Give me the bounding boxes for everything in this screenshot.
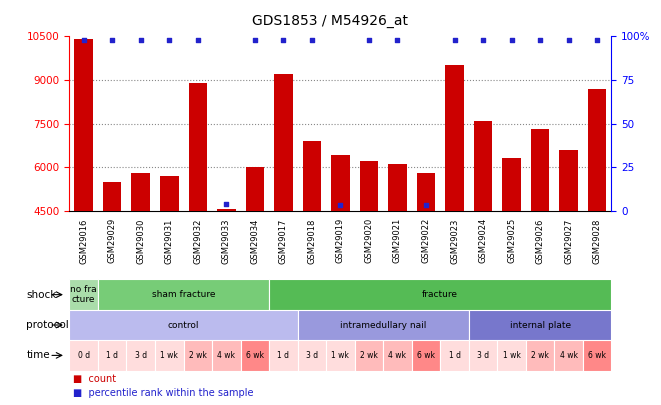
Point [192, 37, 203, 43]
Text: 3 d: 3 d [306, 351, 318, 360]
Bar [303, 141, 321, 211]
Text: 1 wk: 1 wk [331, 351, 350, 360]
Text: control: control [168, 320, 199, 330]
Text: no fra
cture: no fra cture [70, 285, 97, 304]
Point [392, 37, 403, 43]
Bar [69, 310, 297, 340]
Point [278, 37, 289, 43]
Text: protocol: protocol [26, 320, 69, 330]
Point [420, 202, 431, 209]
Bar [469, 340, 497, 371]
Text: intramedullary nail: intramedullary nail [340, 320, 426, 330]
Text: 1 wk: 1 wk [502, 351, 520, 360]
Bar [160, 176, 178, 211]
Bar [583, 340, 611, 371]
Point [592, 37, 602, 43]
Bar [555, 340, 583, 371]
Bar [526, 340, 555, 371]
Point [364, 37, 374, 43]
Bar [75, 39, 93, 211]
Text: 3 d: 3 d [477, 351, 489, 360]
Point [221, 200, 231, 207]
Point [307, 37, 317, 43]
Bar [69, 279, 98, 310]
Text: 1 wk: 1 wk [161, 351, 178, 360]
Point [563, 37, 574, 43]
Bar [132, 173, 150, 211]
Point [535, 37, 545, 43]
Point [79, 37, 89, 43]
Bar [355, 340, 383, 371]
Bar [241, 340, 269, 371]
Point [164, 37, 175, 43]
Text: internal plate: internal plate [510, 320, 570, 330]
Bar [446, 66, 464, 211]
Bar [69, 340, 98, 371]
Bar [412, 340, 440, 371]
Text: 1 d: 1 d [106, 351, 118, 360]
Bar [217, 209, 235, 211]
Bar [360, 161, 378, 211]
Text: ■  percentile rank within the sample: ■ percentile rank within the sample [73, 388, 253, 399]
Text: 6 wk: 6 wk [417, 351, 435, 360]
Bar [383, 340, 412, 371]
Bar [497, 340, 526, 371]
Text: 4 wk: 4 wk [560, 351, 578, 360]
Text: 1 d: 1 d [278, 351, 290, 360]
Text: 6 wk: 6 wk [246, 351, 264, 360]
Bar [297, 310, 469, 340]
Text: 4 wk: 4 wk [389, 351, 407, 360]
Text: 2 wk: 2 wk [531, 351, 549, 360]
Text: 1 d: 1 d [449, 351, 461, 360]
Bar [184, 340, 212, 371]
Bar [274, 74, 293, 211]
Bar [502, 158, 521, 211]
Point [250, 37, 260, 43]
Bar [126, 340, 155, 371]
Text: 6 wk: 6 wk [588, 351, 606, 360]
Bar [588, 89, 606, 211]
Bar [155, 340, 184, 371]
Bar [326, 340, 355, 371]
Bar [98, 279, 269, 310]
Text: ■  count: ■ count [73, 374, 116, 384]
Bar [416, 173, 436, 211]
Point [449, 37, 460, 43]
Bar [469, 310, 611, 340]
Bar [269, 340, 297, 371]
Bar [531, 129, 549, 211]
Bar [188, 83, 207, 211]
Text: 0 d: 0 d [77, 351, 90, 360]
Point [506, 37, 517, 43]
Bar [98, 340, 126, 371]
Point [107, 37, 118, 43]
Bar [331, 156, 350, 211]
Bar [474, 121, 492, 211]
Text: shock: shock [26, 290, 57, 300]
Bar [297, 340, 326, 371]
Bar [103, 181, 122, 211]
Point [335, 202, 346, 209]
Bar [559, 150, 578, 211]
Text: 2 wk: 2 wk [360, 351, 378, 360]
Bar [388, 164, 407, 211]
Text: sham fracture: sham fracture [152, 290, 215, 299]
Bar [269, 279, 611, 310]
Text: time: time [26, 350, 50, 360]
Point [136, 37, 146, 43]
Text: 4 wk: 4 wk [217, 351, 235, 360]
Text: fracture: fracture [422, 290, 458, 299]
Text: 2 wk: 2 wk [189, 351, 207, 360]
Bar [440, 340, 469, 371]
Text: GDS1853 / M54926_at: GDS1853 / M54926_at [253, 14, 408, 28]
Text: 3 d: 3 d [135, 351, 147, 360]
Bar [246, 167, 264, 211]
Point [478, 37, 488, 43]
Bar [212, 340, 241, 371]
